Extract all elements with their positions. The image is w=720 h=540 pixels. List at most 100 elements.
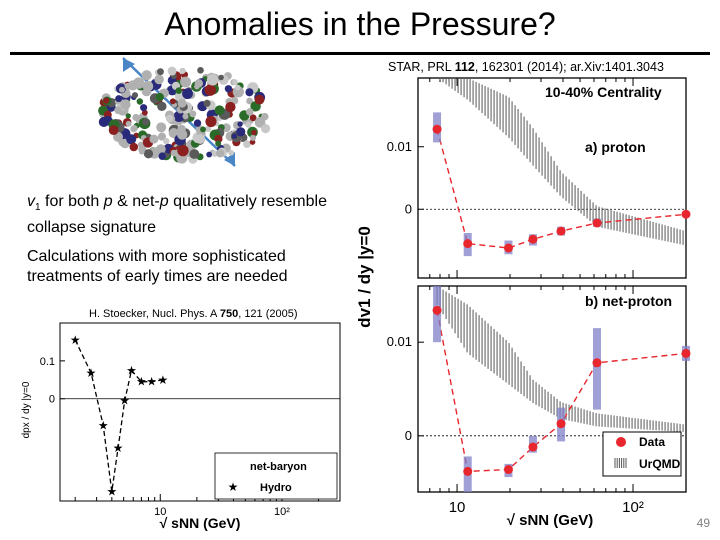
hydro-ref-volume: 750	[219, 308, 239, 320]
nucleon	[157, 68, 164, 76]
data-point	[681, 348, 691, 358]
y-tick-label: 0.01	[387, 139, 412, 154]
hydro-point: ★	[86, 366, 97, 380]
hydro-point: ★	[98, 418, 109, 432]
y-tick-label: 0.01	[387, 334, 412, 349]
legend-box	[602, 431, 682, 477]
nucleon	[126, 134, 137, 145]
nucleon	[179, 67, 186, 74]
hydro-legend: net-baryon ★ Hydro	[214, 452, 338, 500]
nucleon	[243, 140, 251, 148]
nucleon	[203, 99, 211, 107]
nucleon	[214, 134, 223, 143]
nucleon	[167, 66, 177, 76]
nucleon	[173, 111, 185, 122]
nucleon	[137, 141, 145, 148]
nucleon	[177, 144, 189, 157]
nucleon	[194, 79, 204, 88]
nucleon	[200, 126, 207, 133]
hydro-point: ★	[70, 333, 81, 347]
nucleon	[154, 74, 164, 85]
nucleon	[221, 123, 231, 133]
nucleon	[136, 98, 144, 105]
title-underline	[10, 52, 710, 55]
panel-b-frame	[417, 285, 687, 493]
hydro-curve	[74, 339, 163, 492]
hydro-x-tick-label: 10	[154, 506, 166, 518]
legend-urqmd-label: UrQMD	[639, 457, 681, 471]
citation-pre: STAR, PRL	[388, 60, 455, 74]
nucleon	[225, 101, 236, 113]
slide-number: 49	[696, 516, 710, 530]
data-point	[432, 305, 442, 315]
nucleon	[129, 142, 139, 152]
hydro-legend-title: net-baryon	[250, 461, 307, 473]
data-point	[503, 465, 513, 475]
nucleon	[249, 114, 257, 122]
data-point	[432, 124, 442, 134]
hydro-point: ★	[106, 485, 117, 499]
panel-a-label: a) proton	[585, 139, 646, 155]
nucleon	[127, 80, 139, 91]
data-point	[528, 442, 538, 452]
data-point	[592, 218, 602, 228]
nucleon	[245, 121, 252, 128]
nucleon	[204, 84, 216, 96]
nucleon	[236, 127, 246, 137]
nucleon	[130, 124, 138, 132]
syst-band	[592, 328, 601, 410]
nucleon	[177, 98, 187, 108]
nucleon	[204, 125, 212, 133]
star-citation: STAR, PRL 112, 162301 (2014); ar.Xiv:140…	[388, 60, 664, 74]
panel-b-plot: 0 0.01 10 10²	[387, 286, 691, 516]
nucleon	[118, 86, 125, 93]
hydro-point: ★	[157, 373, 168, 387]
nucleon	[125, 113, 131, 119]
collision-illustration	[98, 57, 271, 167]
data-point	[463, 239, 473, 249]
slide-title: Anomalies in the Pressure?	[164, 6, 556, 42]
hydro-point: ★	[113, 441, 124, 455]
data-point	[592, 358, 602, 368]
nucleon	[205, 115, 217, 128]
hydro-legend-star: ★	[228, 480, 239, 494]
nucleon	[143, 149, 154, 159]
nucleon-cluster	[98, 66, 271, 164]
nucleon	[108, 125, 119, 136]
hydro-point: ★	[126, 363, 137, 377]
nucleon	[156, 122, 167, 133]
nucleon	[115, 95, 123, 103]
nucleon	[216, 149, 225, 158]
hydro-point: ★	[146, 375, 157, 389]
nucleon	[157, 101, 167, 112]
data-point	[681, 209, 691, 219]
bullet-calculations: Calculations with more sophisticated tre…	[27, 248, 288, 285]
x-tick-label: 10²	[622, 499, 644, 516]
arrow-head-top	[123, 58, 135, 72]
nucleon	[98, 116, 109, 128]
data-point	[528, 234, 538, 244]
hydro-figure: 00.110 10²★★★★★★★★ ★ ★ dpx / dy |y=0 √ sNN …	[21, 322, 341, 531]
hydro-legend-label: Hydro	[260, 482, 292, 494]
star-legend: Data UrQMD	[602, 431, 682, 477]
y-tick-label: 0	[405, 428, 412, 443]
legend-data-label: Data	[639, 435, 665, 449]
nucleon	[246, 108, 254, 116]
nucleon	[214, 105, 225, 116]
nucleon	[177, 129, 188, 140]
hydro-plot: 00.110 10²★★★★★★★★ ★ ★	[40, 333, 341, 518]
data-point	[556, 419, 566, 429]
nucleon	[140, 104, 148, 112]
nucleon	[197, 66, 204, 74]
y-tick-label: 0	[405, 201, 412, 216]
nucleon	[155, 144, 166, 155]
nucleon	[141, 109, 148, 116]
nucleon	[180, 76, 192, 88]
nucleon	[231, 133, 238, 139]
nucleon	[158, 152, 167, 160]
nucleon	[131, 92, 139, 99]
citation-post: , 162301 (2014); ar.Xiv:1401.3043	[474, 60, 664, 74]
nucleon	[103, 97, 110, 104]
hydro-legend-box	[214, 452, 338, 500]
